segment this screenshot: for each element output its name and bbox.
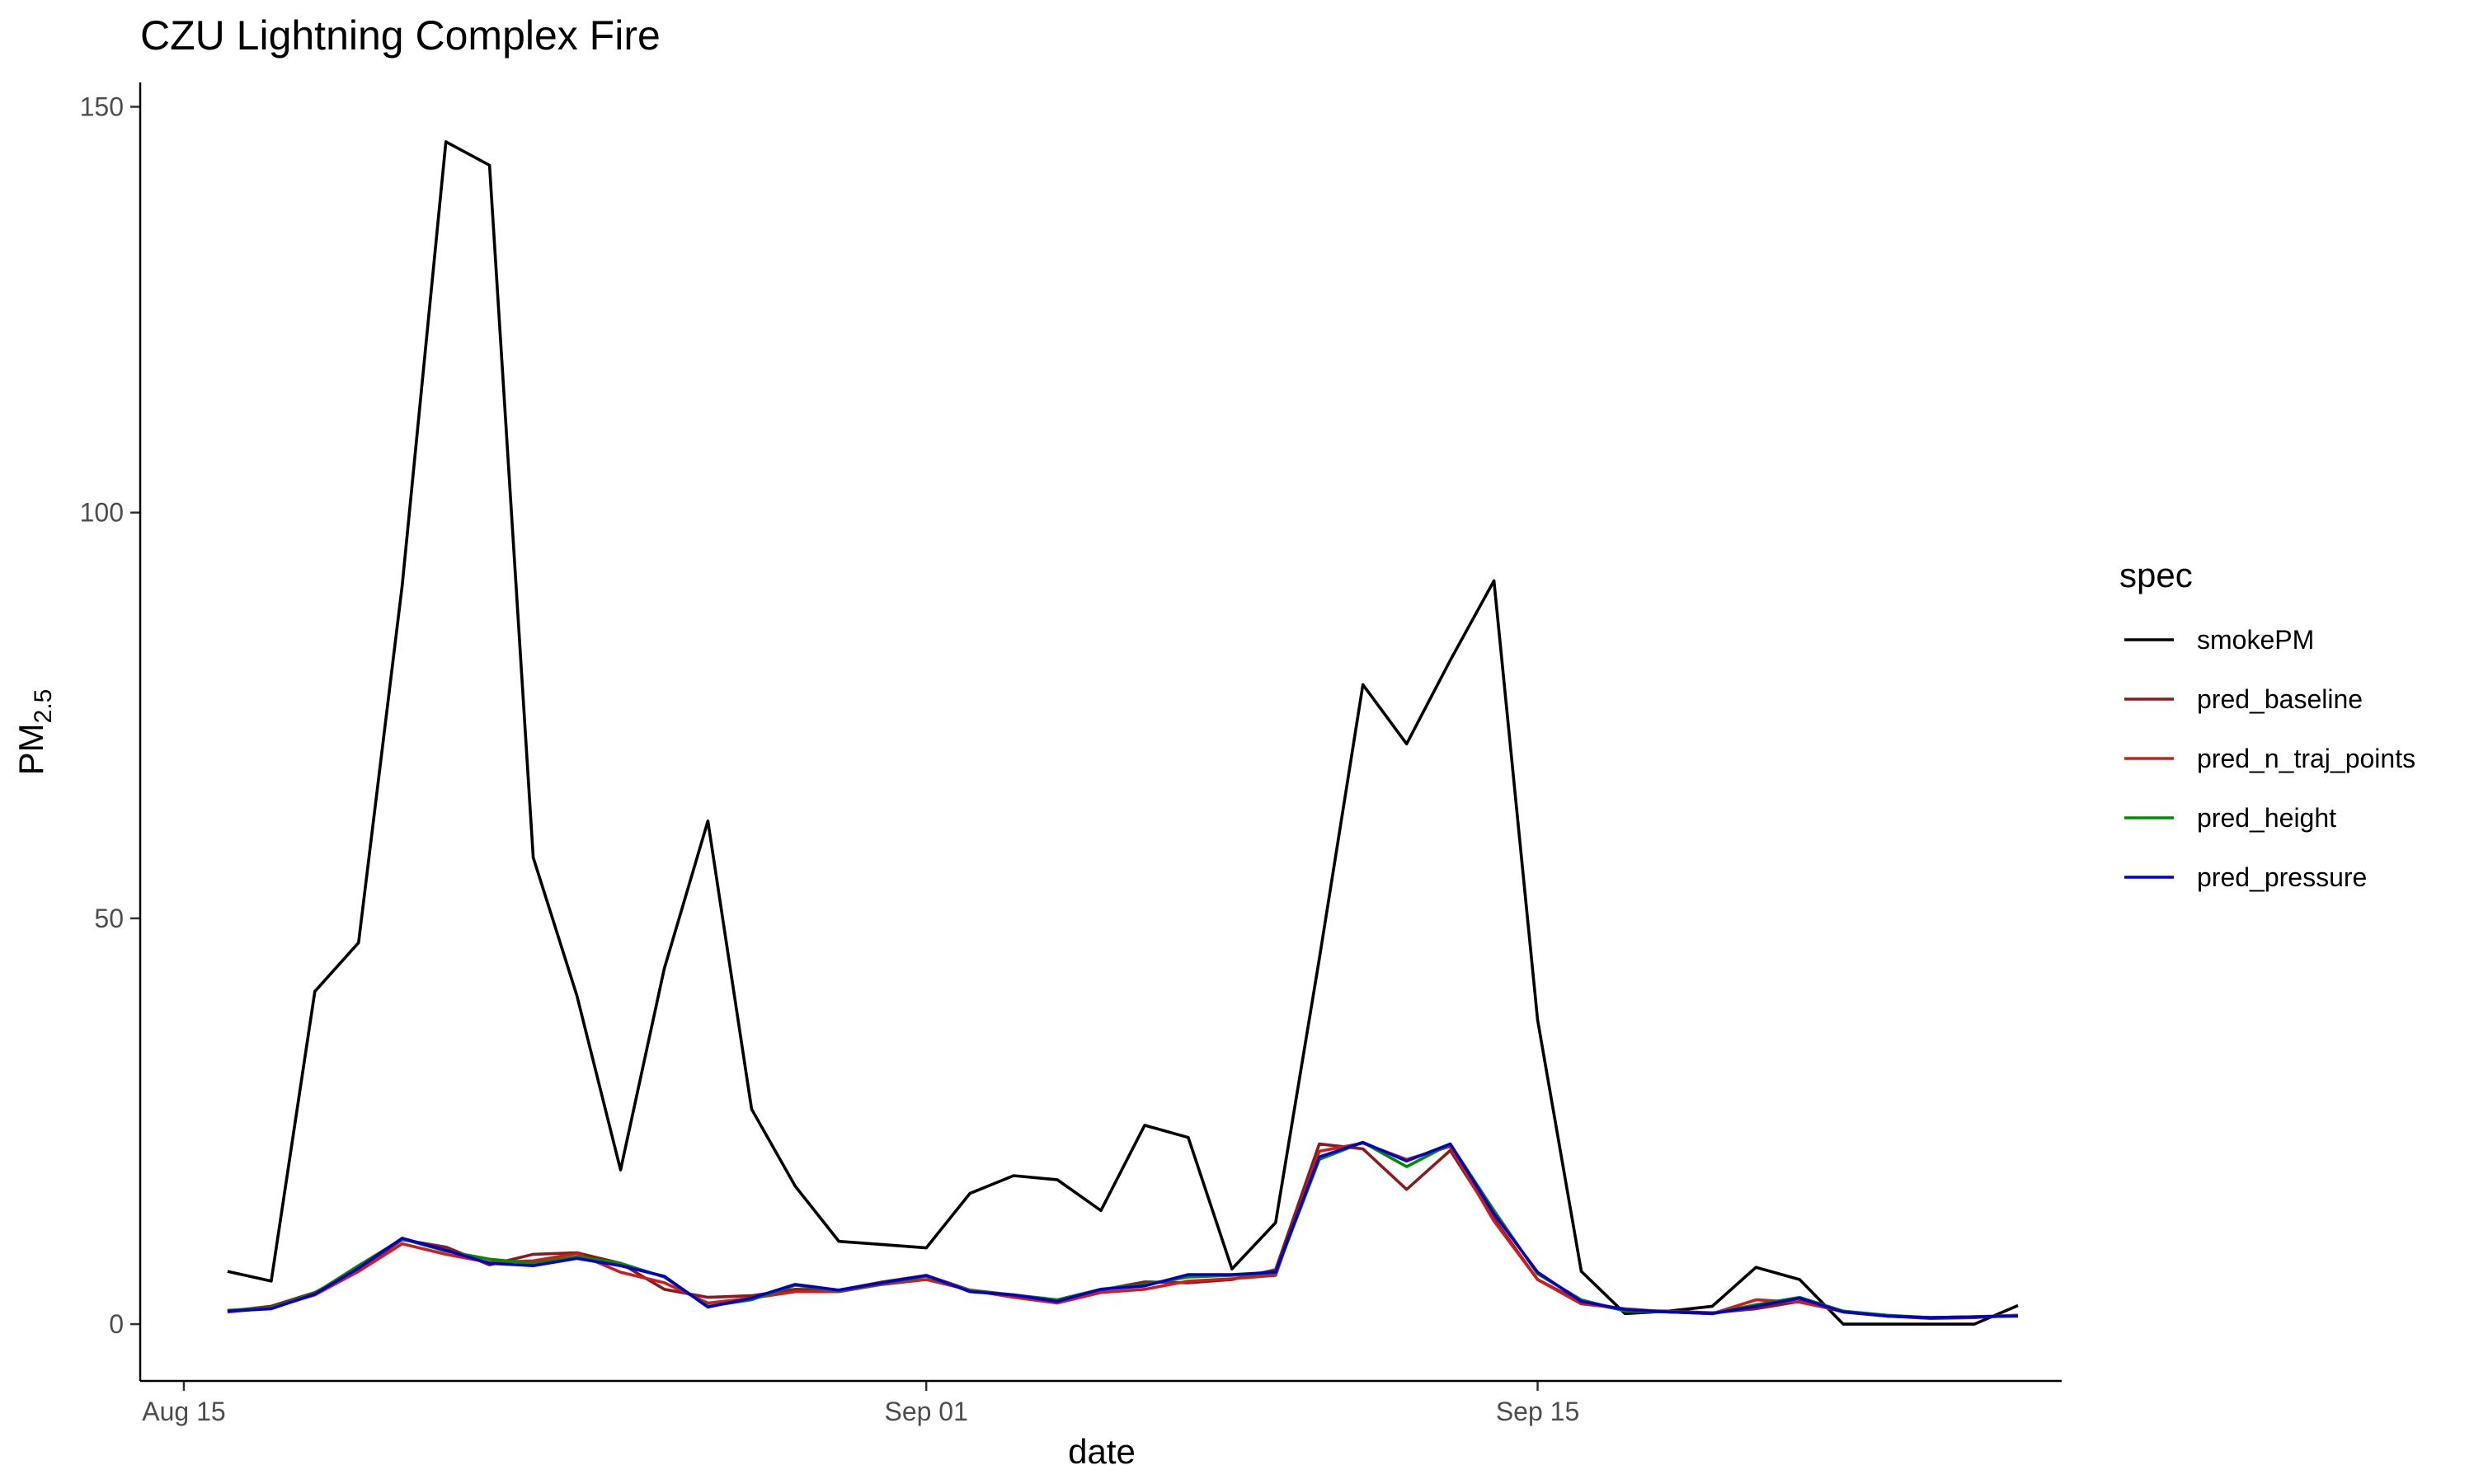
- y-tick-label: 100: [80, 498, 124, 528]
- y-tick-label: 50: [94, 904, 124, 933]
- y-axis-title: PM2.5: [12, 689, 57, 776]
- legend-label: pred_pressure: [2197, 862, 2367, 892]
- legend-label: smokePM: [2197, 625, 2314, 655]
- legend-label: pred_height: [2197, 803, 2336, 833]
- legend-item-pred-height: pred_height: [2124, 803, 2336, 833]
- series-layer: [227, 140, 2019, 1326]
- legend: spec smokePM pred_baseline pred_n_traj_poi…: [2119, 556, 2415, 892]
- y-tick-label: 0: [109, 1309, 124, 1339]
- x-axis-ticks: Aug 15 Sep 01 Sep 15: [142, 1381, 1579, 1426]
- legend-label: pred_baseline: [2197, 684, 2363, 714]
- legend-item-pred-n-traj-points: pred_n_traj_points: [2124, 744, 2415, 773]
- legend-item-pred-baseline: pred_baseline: [2124, 684, 2363, 714]
- y-axis-ticks: 0 50 100 150: [80, 92, 140, 1339]
- x-tick-label: Sep 01: [884, 1397, 967, 1426]
- legend-item-smokePM: smokePM: [2124, 625, 2314, 655]
- x-axis-title: date: [1068, 1432, 1136, 1471]
- chart-title: CZU Lightning Complex Fire: [140, 12, 661, 59]
- legend-title: spec: [2119, 556, 2193, 594]
- legend-items: smokePM pred_baseline pred_n_traj_pointspr…: [2124, 625, 2415, 892]
- series-line-pred-pressure: [227, 1140, 2019, 1319]
- y-axis-title-subscript: 2.5: [30, 689, 57, 724]
- legend-label: pred_n_traj_points: [2197, 744, 2415, 773]
- y-tick-label: 150: [80, 92, 124, 122]
- x-tick-label: Aug 15: [142, 1397, 225, 1426]
- x-tick-label: Sep 15: [1496, 1397, 1579, 1426]
- y-axis-title-main: PM: [12, 723, 50, 775]
- series-line-smokePM: [227, 140, 2019, 1326]
- legend-item-pred-pressure: pred_pressure: [2124, 862, 2367, 892]
